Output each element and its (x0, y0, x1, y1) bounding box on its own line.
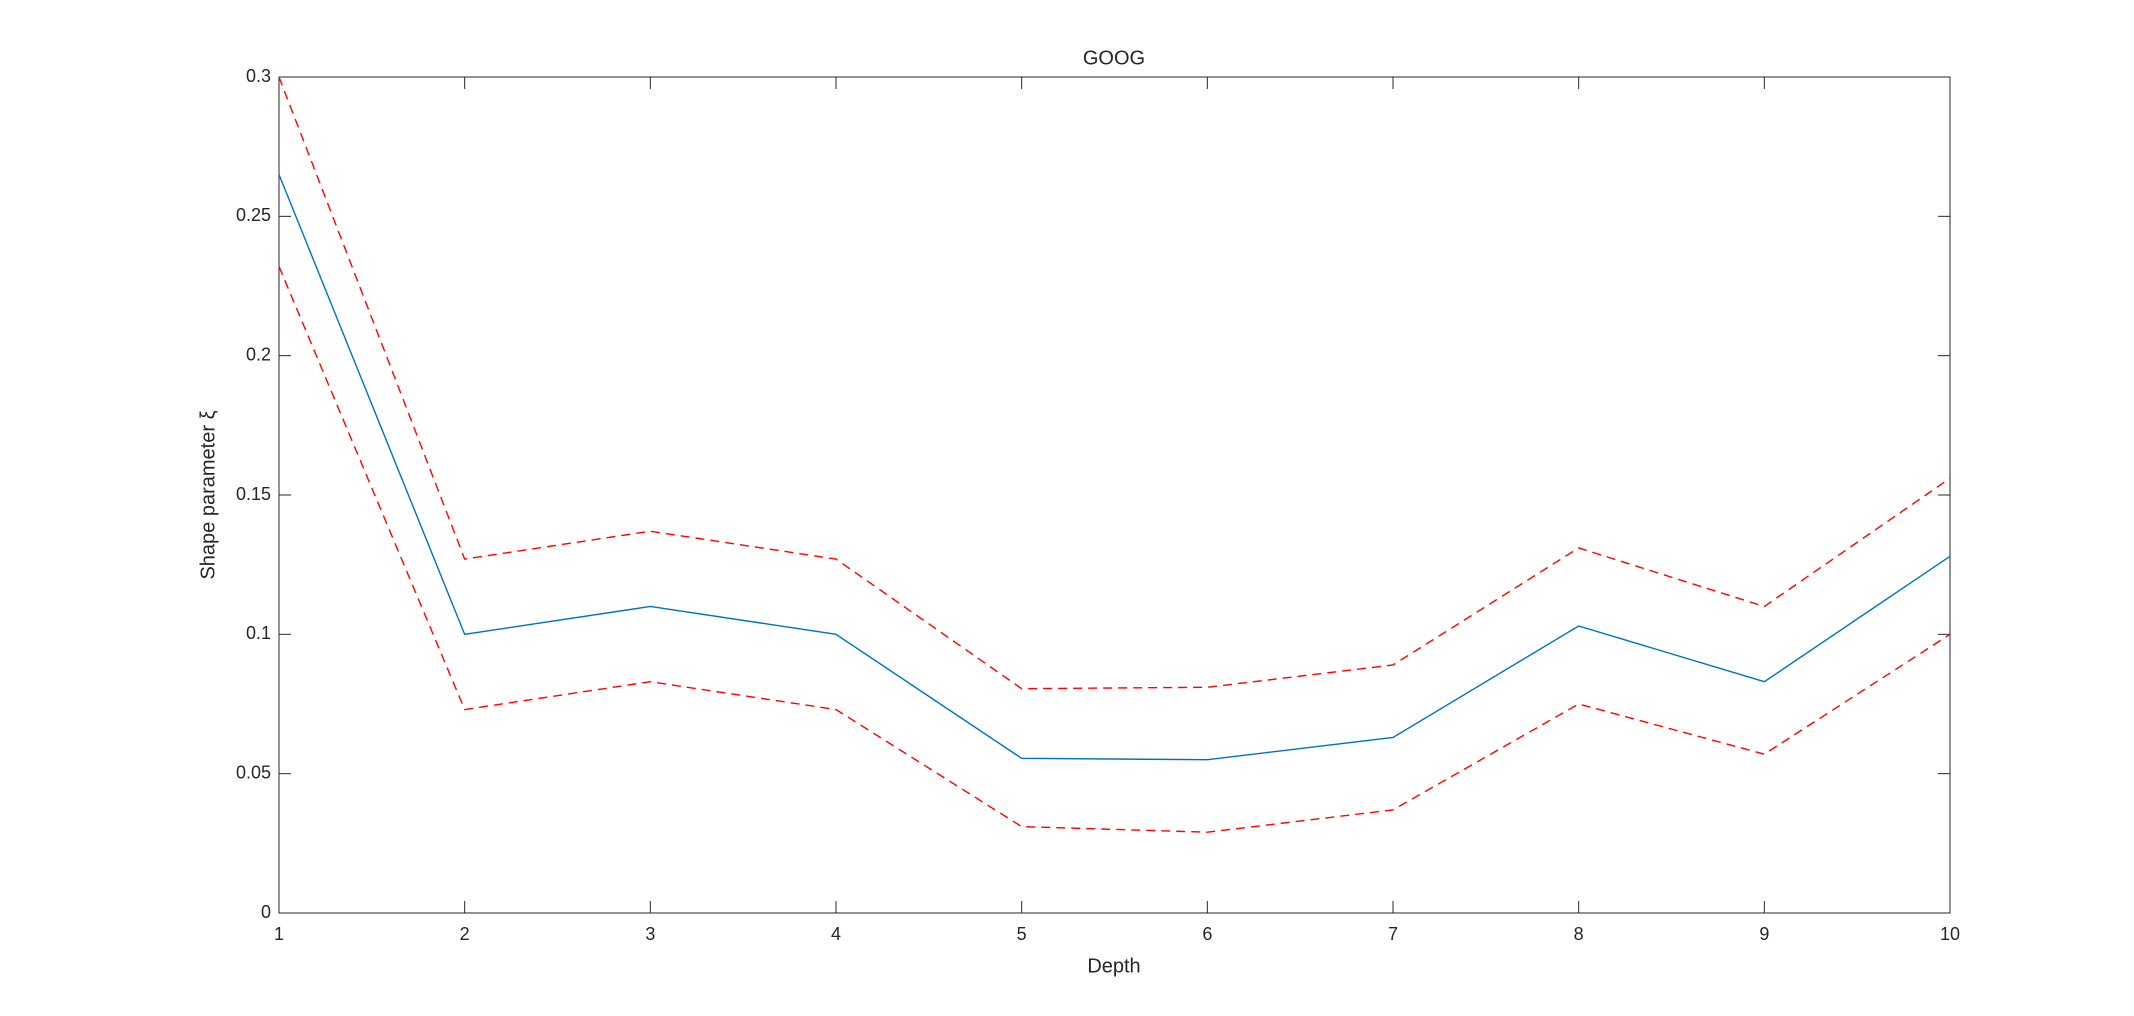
series-line (278, 174, 1951, 761)
x-tick-label: 7 (1388, 924, 1398, 944)
x-tick-label: 10 (1940, 924, 1960, 944)
x-tick-label: 8 (1574, 924, 1584, 944)
y-tick-label: 0.25 (236, 205, 271, 225)
y-tick-label: 0.15 (236, 484, 271, 504)
x-tick-label: 4 (831, 924, 841, 944)
x-tick-label: 9 (1759, 924, 1769, 944)
y-tick-label: 0.3 (246, 66, 271, 86)
x-tick-label: 3 (645, 924, 655, 944)
series-line (278, 266, 1951, 833)
y-tick-label: 0.1 (246, 623, 271, 643)
y-tick-label: 0.2 (246, 344, 271, 364)
x-tick-label: 1 (274, 924, 284, 944)
y-tick-label: 0 (261, 902, 271, 922)
x-tick-label: 5 (1017, 924, 1027, 944)
chart-title: GOOG (1083, 47, 1145, 69)
y-axis-label: Shape parameter ξ (197, 410, 219, 579)
x-tick-label: 6 (1202, 924, 1212, 944)
x-tick-label: 2 (460, 924, 470, 944)
series-line (278, 76, 1951, 690)
x-axis-label: Depth (1087, 955, 1140, 977)
y-tick-label: 0.05 (236, 762, 271, 782)
